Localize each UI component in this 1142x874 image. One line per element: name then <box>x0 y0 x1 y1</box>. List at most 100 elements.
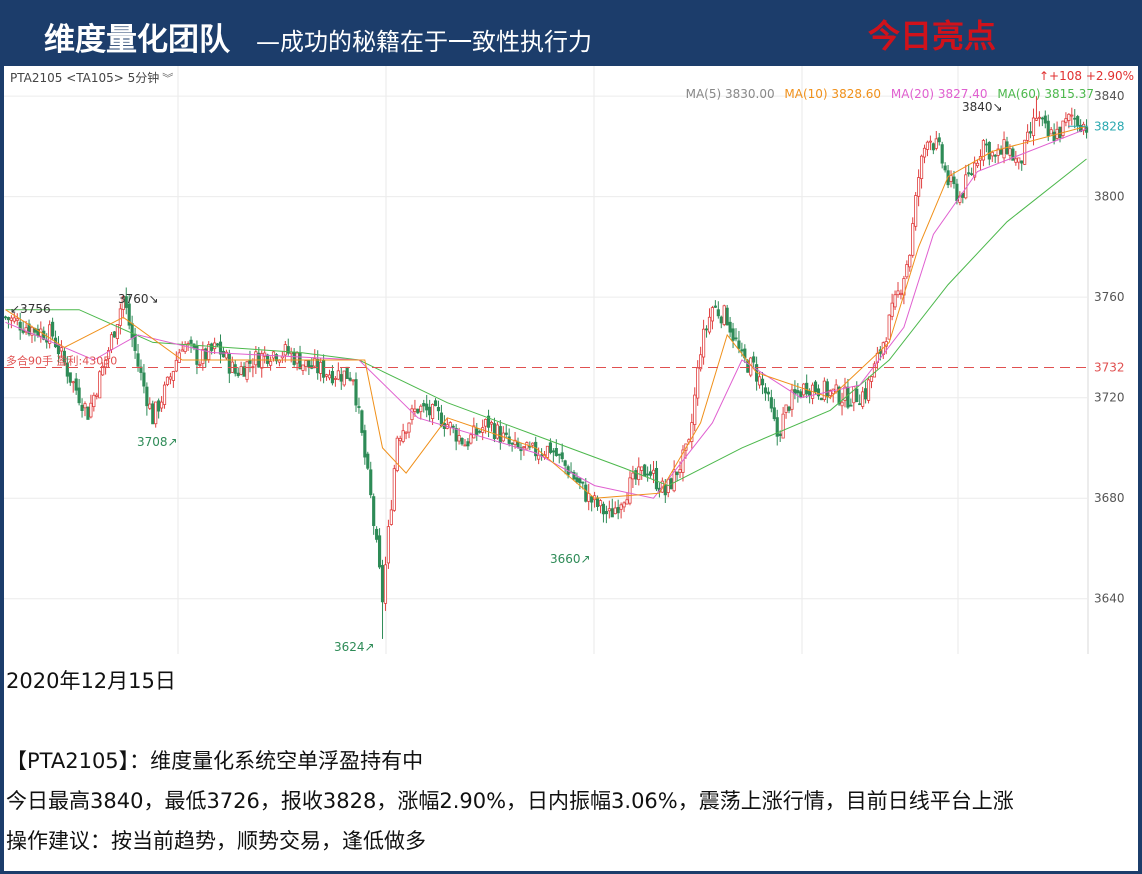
candle-body <box>413 408 417 412</box>
candle-body <box>975 162 980 167</box>
candle-body <box>195 345 199 365</box>
candle-body <box>563 460 567 466</box>
candle-body <box>304 360 308 367</box>
candle-body <box>899 292 903 295</box>
candle-body <box>1037 116 1041 119</box>
candle-body <box>1034 117 1039 121</box>
candle-body <box>707 316 712 333</box>
candle-body <box>737 340 741 349</box>
candle-body <box>955 183 959 202</box>
price-annotation: 3760↘ <box>118 292 159 306</box>
symbol-bar[interactable]: PTA2105 <TA105> 5分钟 ︾ <box>10 69 173 86</box>
candle-body <box>148 403 152 409</box>
candle-body <box>486 415 491 428</box>
candle-body <box>507 436 511 444</box>
candle-body <box>295 352 299 364</box>
candle-body <box>104 360 108 368</box>
summary-line: 今日最高3840，最低3726，报收3828，涨幅2.90%，日内振幅3.06%… <box>6 789 1014 813</box>
candle-body <box>675 471 679 476</box>
candle-body <box>336 370 340 380</box>
candle-body <box>248 360 252 364</box>
candle-body <box>828 390 832 397</box>
candle-body <box>65 362 69 377</box>
candle-body <box>301 364 305 371</box>
candle-body <box>369 469 373 496</box>
candle-body <box>513 439 517 445</box>
candle-body <box>115 324 119 339</box>
candle-body <box>118 308 122 326</box>
candle-body <box>760 378 765 386</box>
y-tick-label: 3800 <box>1094 190 1125 204</box>
candle-body <box>92 394 96 408</box>
candle-body <box>575 477 579 483</box>
candle-body <box>254 351 258 366</box>
candle-body <box>1020 160 1024 164</box>
candle-body <box>778 433 782 436</box>
candle-body <box>410 408 414 421</box>
candle-body <box>763 387 768 394</box>
candle-body <box>224 351 228 359</box>
candle-body <box>922 147 927 158</box>
candle-body <box>840 401 844 407</box>
candle-body <box>545 445 550 458</box>
chevron-down-icon[interactable]: ︾ <box>162 72 174 85</box>
candle-body <box>725 307 729 326</box>
candle-body <box>967 172 971 175</box>
candle-body <box>463 444 467 447</box>
candle-body <box>908 254 912 268</box>
candle-body <box>1076 116 1080 127</box>
candle-body <box>693 394 697 425</box>
candle-body <box>48 324 52 344</box>
candle-body <box>719 316 723 324</box>
candle-body <box>1014 158 1018 163</box>
candle-body <box>805 382 809 395</box>
y-tick-label: 3640 <box>1094 592 1125 606</box>
candle-body <box>74 378 78 391</box>
candle-body <box>109 334 114 350</box>
candle-body <box>215 343 220 346</box>
candle-body <box>218 341 223 355</box>
candle-body <box>1008 148 1012 156</box>
candle-body <box>404 431 408 434</box>
candle-body <box>510 442 514 445</box>
brand-title: 维度量化团队 <box>44 22 230 58</box>
candle-body <box>504 432 508 435</box>
candle-body <box>395 437 399 471</box>
candle-body <box>95 394 99 397</box>
candle-body <box>925 141 930 150</box>
candle-body <box>162 384 167 405</box>
candle-body <box>492 423 497 440</box>
candle-body <box>598 500 603 507</box>
candle-body <box>401 430 405 442</box>
candle-body <box>702 328 706 358</box>
candle-body <box>242 366 246 377</box>
candle-body <box>101 365 105 376</box>
highlight-label: 今日亮点 <box>868 17 997 55</box>
candle-body <box>940 144 944 164</box>
candle-body <box>554 448 558 456</box>
candle-body <box>448 422 452 428</box>
candle-body <box>201 349 205 365</box>
candle-body <box>322 359 326 378</box>
candle-body <box>86 406 90 420</box>
candle-body <box>454 427 458 442</box>
candle-body <box>239 366 243 375</box>
candle-body <box>160 401 164 409</box>
candle-body <box>51 321 55 337</box>
candle-body <box>18 321 22 331</box>
candle-body <box>472 425 476 439</box>
candle-body <box>12 317 16 322</box>
candle-body <box>610 508 614 518</box>
candle-body <box>1011 148 1015 161</box>
candle-body <box>590 496 594 503</box>
candle-body <box>772 407 776 420</box>
candle-body <box>372 496 376 526</box>
ma60-line <box>5 158 1087 487</box>
candle-body <box>757 376 762 386</box>
candle-body <box>30 326 34 336</box>
header-bar: 维度量化团队 —成功的秘籍在于一致性执行力 今日亮点 <box>0 0 1142 66</box>
price-annotation: 3660↗ <box>550 552 591 566</box>
candle-body <box>914 195 918 227</box>
candle-body <box>740 349 744 352</box>
candle-body <box>1043 115 1047 124</box>
